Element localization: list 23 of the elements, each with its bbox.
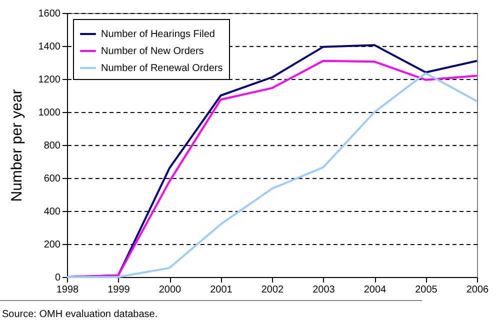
y-tick-label: 1200 [38,74,61,86]
x-tick-label: 2003 [312,284,336,296]
x-tick-label: 2005 [415,284,438,296]
x-tick-label: 2002 [261,284,284,296]
y-tick-label: 1000 [38,108,61,118]
y-tick-label: 600 [44,174,61,184]
y-tick-label: 0 [54,272,61,284]
y-tick-label: 800 [44,140,61,152]
y-tick-label: 400 [44,206,61,218]
legend-label: Number of Hearings Filed [101,29,215,40]
y-tick-label: 1600 [38,8,61,20]
y-axis-title: Number per year [8,89,26,202]
x-tick-label: 2006 [466,284,490,296]
y-tick-label: 200 [44,240,61,250]
legend-label: Number of New Orders [101,46,204,57]
legend-label: Number of Renewal Orders [101,63,223,74]
x-tick-label: 1998 [56,284,80,296]
x-tick-label: 2004 [364,284,387,296]
source-note: Source: OMH evaluation database. [2,309,159,320]
y-tick-label: 1400 [38,42,61,52]
x-tick-label: 1999 [108,284,130,296]
x-tick-label: 2000 [158,284,182,296]
x-tick-label: 2001 [210,284,233,296]
